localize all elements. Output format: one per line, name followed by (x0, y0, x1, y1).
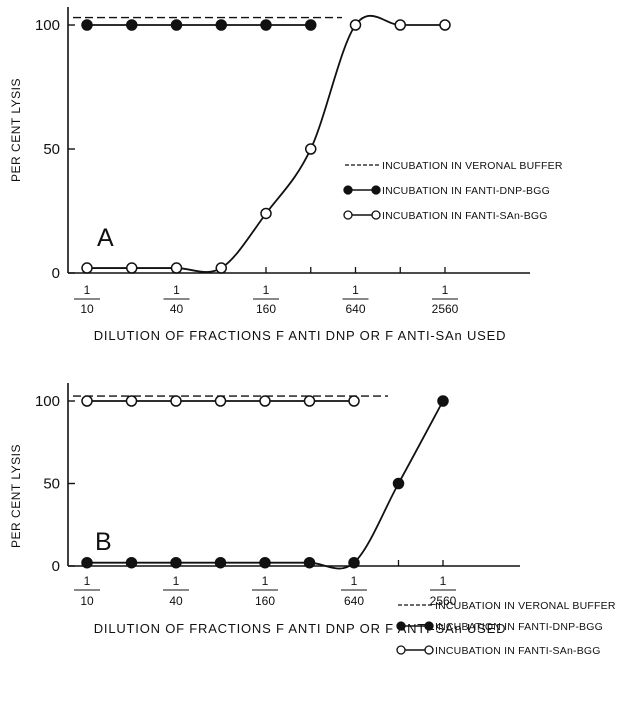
y-tick-label: 50 (43, 476, 60, 493)
legend-label: INCUBATION IN VERONAL BUFFER (382, 160, 563, 172)
san-bgg-data-point (126, 262, 138, 274)
dnp-bgg-data-point (215, 19, 227, 31)
x-tick-denominator: 10 (80, 302, 94, 316)
legend-label: INCUBATION IN VERONAL BUFFER (435, 600, 616, 612)
legend-marker (396, 645, 406, 655)
panel-a-chart: 0 50 100 1 10 1 40 1 160 1 640 1 2560 PER CENT LYSIS D… (9, 7, 563, 343)
x-tick-denominator: 2560 (430, 594, 457, 608)
x-tick-numerator: 1 (84, 574, 91, 588)
dnp-bgg-data-point (305, 19, 317, 31)
dnp-bgg-data-point (170, 556, 182, 569)
y-axis-label: PER CENT LYSIS (9, 78, 23, 182)
x-tick-numerator: 1 (262, 574, 269, 588)
dnp-bgg-data-point (303, 556, 316, 569)
dnp-bgg-data-point (260, 19, 272, 31)
x-tick-denominator: 2560 (432, 302, 459, 316)
panel-letter: A (97, 224, 114, 252)
y-tick-label: 0 (52, 265, 60, 282)
san-bgg-series-line (87, 14, 445, 273)
legend-label: INCUBATION IN FANTI-SAn-BGG (382, 210, 548, 222)
y-tick-label: 100 (35, 393, 60, 410)
x-tick-denominator: 160 (256, 302, 276, 316)
dnp-bgg-data-point (81, 19, 93, 31)
x-tick-numerator: 1 (440, 574, 447, 588)
san-bgg-data-point (170, 395, 182, 407)
san-bgg-data-point (303, 395, 316, 407)
san-bgg-data-point (394, 19, 406, 31)
legend-marker (371, 185, 381, 195)
san-bgg-data-point (81, 395, 93, 407)
x-tick-denominator: 40 (170, 302, 184, 316)
y-tick-label: 100 (35, 17, 60, 34)
san-bgg-data-point (439, 19, 451, 31)
y-tick-label: 0 (52, 558, 60, 575)
legend-marker (424, 621, 434, 631)
x-tick-numerator: 1 (173, 574, 180, 588)
x-tick-numerator: 1 (351, 574, 358, 588)
san-bgg-data-point (125, 395, 138, 407)
dnp-bgg-data-point (170, 19, 183, 31)
san-bgg-data-point (214, 395, 227, 407)
dnp-bgg-data-point (125, 556, 138, 569)
san-bgg-data-point (348, 395, 360, 407)
san-bgg-data-point (349, 19, 362, 31)
san-bgg-data-point (259, 395, 271, 407)
legend-marker (343, 210, 353, 220)
x-tick-numerator: 1 (173, 283, 180, 297)
x-tick-denominator: 640 (344, 594, 364, 608)
legend-marker (424, 645, 434, 655)
legend-marker (371, 210, 381, 220)
x-tick-numerator: 1 (442, 283, 449, 297)
dnp-bgg-data-point (126, 19, 138, 31)
san-bgg-data-point (170, 262, 183, 274)
x-tick-numerator: 1 (84, 283, 91, 297)
san-bgg-data-point (81, 262, 93, 274)
dnp-bgg-data-point (348, 556, 360, 569)
dnp-bgg-data-point (437, 395, 449, 407)
legend-label: INCUBATION IN FANTI-DNP-BGG (382, 185, 550, 197)
x-tick-denominator: 10 (80, 594, 94, 608)
y-axis-label: PER CENT LYSIS (9, 444, 23, 548)
dnp-bgg-data-point (392, 477, 405, 490)
dnp-bgg-data-point (259, 556, 271, 569)
x-tick-denominator: 40 (169, 594, 183, 608)
san-bgg-data-point (215, 262, 227, 274)
x-tick-numerator: 1 (352, 283, 359, 297)
x-tick-denominator: 640 (345, 302, 365, 316)
dnp-bgg-series-line (87, 400, 444, 570)
dnp-bgg-data-point (81, 556, 93, 569)
y-tick-label: 50 (43, 141, 60, 158)
legend-marker (343, 185, 353, 195)
legend-label: INCUBATION IN FANTI-SAn-BGG (435, 645, 601, 657)
x-tick-denominator: 160 (255, 594, 275, 608)
legend-label: INCUBATION IN FANTI-DNP-BGG (435, 621, 603, 633)
san-bgg-data-point (260, 207, 272, 220)
dnp-bgg-data-point (214, 556, 227, 569)
san-bgg-data-point (305, 143, 317, 155)
x-tick-numerator: 1 (263, 283, 270, 297)
x-axis-label: DILUTION OF FRACTIONS F ANTI DNP OR F AN… (94, 328, 507, 343)
panel-letter: B (95, 528, 112, 556)
legend-marker (396, 621, 406, 631)
